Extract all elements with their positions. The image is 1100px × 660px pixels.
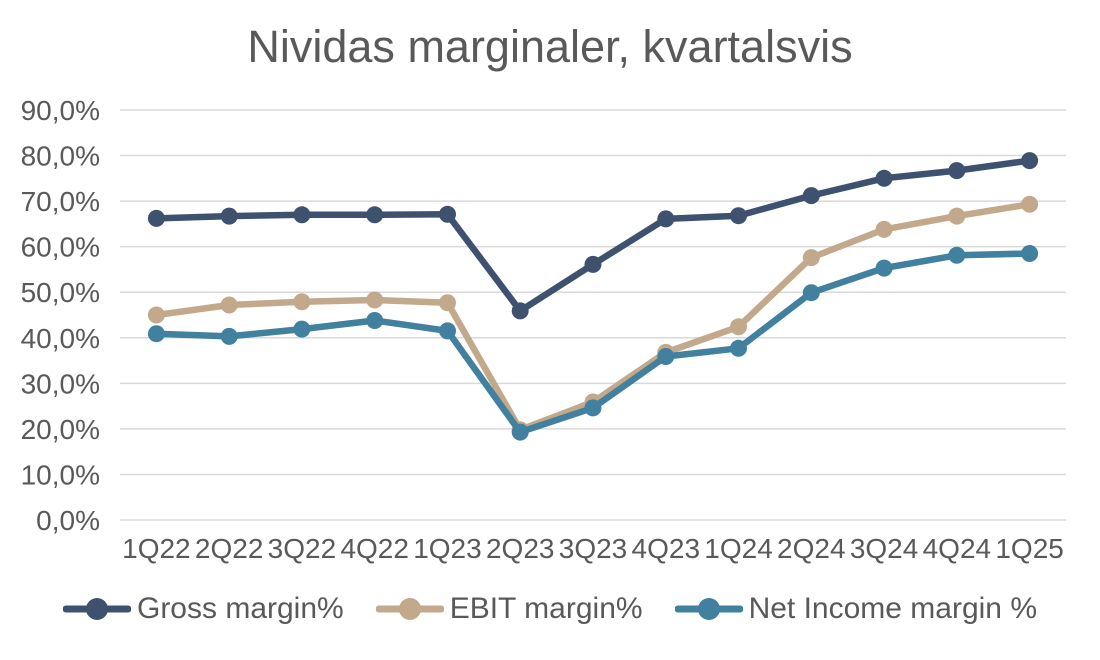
data-point xyxy=(147,306,165,324)
x-axis-tick-label: 1Q25 xyxy=(995,533,1064,564)
legend-label: EBIT margin% xyxy=(449,592,643,625)
data-point xyxy=(439,294,456,312)
data-point xyxy=(730,207,747,225)
data-point xyxy=(875,220,893,238)
y-axis-tick-label: 60,0% xyxy=(21,232,100,263)
x-axis-tick-label: 2Q23 xyxy=(486,533,555,564)
data-point xyxy=(948,162,966,180)
data-point xyxy=(366,291,384,309)
series-line xyxy=(153,157,1033,315)
data-point xyxy=(657,210,675,228)
data-point xyxy=(948,207,966,225)
data-point xyxy=(293,293,311,311)
x-axis-tick-label: 3Q23 xyxy=(559,533,628,564)
data-point xyxy=(147,325,165,343)
y-axis-tick-label: 80,0% xyxy=(21,141,100,172)
data-point xyxy=(366,312,384,329)
x-axis-tick-label: 4Q22 xyxy=(340,533,409,564)
x-axis-tick-label: 2Q24 xyxy=(777,533,846,564)
x-axis-tick-label: 1Q24 xyxy=(704,533,773,564)
x-axis-tick-label: 3Q22 xyxy=(268,533,337,564)
gross-margin-marker-icon xyxy=(62,598,131,620)
data-point xyxy=(657,348,675,365)
data-point xyxy=(730,318,747,336)
x-axis-tick-label: 1Q23 xyxy=(413,533,482,564)
data-point xyxy=(366,206,384,224)
data-point xyxy=(220,296,238,314)
data-point xyxy=(511,423,529,441)
legend-item-gross-margin: Gross margin% xyxy=(62,592,344,626)
y-axis-tick-label: 40,0% xyxy=(21,323,100,354)
y-axis-tick-label: 20,0% xyxy=(21,414,100,445)
y-axis-tick-label: 50,0% xyxy=(21,277,100,308)
data-point xyxy=(802,249,820,267)
data-point xyxy=(584,255,602,273)
data-point xyxy=(220,327,238,345)
data-point xyxy=(220,207,238,225)
x-axis-tick-label: 3Q24 xyxy=(850,533,919,564)
y-axis-tick-label: 10,0% xyxy=(21,459,100,490)
ebit-margin-marker-icon xyxy=(375,598,444,620)
x-axis-tick-label: 4Q24 xyxy=(923,533,992,564)
legend-label: Net Income margin % xyxy=(748,592,1038,625)
data-point xyxy=(802,187,820,205)
legend-item-ebit-margin: EBIT margin% xyxy=(375,592,643,626)
data-point xyxy=(439,322,456,340)
data-point xyxy=(147,209,165,227)
data-point xyxy=(584,399,602,417)
y-axis-tick-label: 30,0% xyxy=(21,368,100,399)
series-net-income-margin xyxy=(147,245,1039,441)
x-axis-tick-label: 2Q22 xyxy=(195,533,264,564)
chart-title: Nividas marginaler, kvartalsvis xyxy=(247,21,853,72)
legend-item-net-income-margin: Net Income margin % xyxy=(674,592,1038,626)
data-point xyxy=(948,246,966,264)
x-axis-tick-label: 1Q22 xyxy=(122,533,191,564)
legend: Gross margin% EBIT margin% Net Income marg… xyxy=(0,592,1100,626)
series-gross-margin xyxy=(147,152,1039,320)
y-axis-tick-label: 70,0% xyxy=(21,186,100,217)
legend-label: Gross margin% xyxy=(136,592,344,625)
x-axis-tick-label: 4Q23 xyxy=(632,533,701,564)
data-point xyxy=(293,206,311,224)
data-point xyxy=(1021,195,1039,213)
net-income-margin-marker-icon xyxy=(674,598,743,620)
data-point xyxy=(1021,245,1039,262)
y-axis-tick-label: 90,0% xyxy=(21,95,100,126)
data-point xyxy=(802,284,820,302)
data-point xyxy=(439,205,456,223)
data-point xyxy=(875,169,893,187)
data-point xyxy=(1021,152,1039,170)
data-point xyxy=(875,259,893,277)
y-axis-tick-label: 0,0% xyxy=(36,505,100,536)
data-point xyxy=(293,320,311,338)
data-point xyxy=(730,339,747,357)
data-point xyxy=(511,302,529,320)
